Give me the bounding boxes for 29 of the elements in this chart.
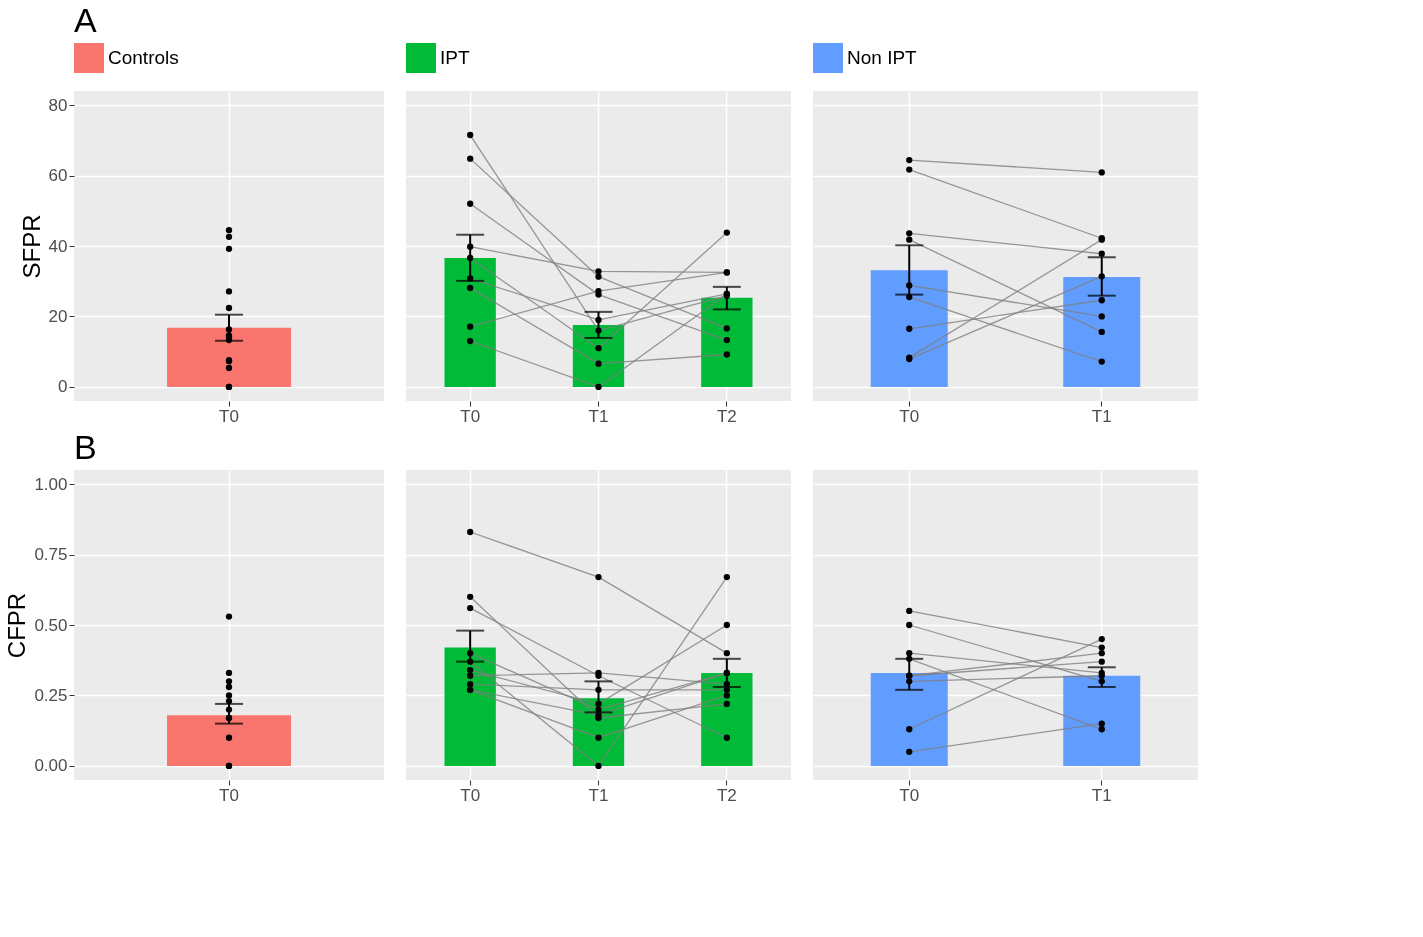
y-tick-label: 0.25 [34,685,68,705]
y-tick-label: 0.75 [34,545,68,565]
x-tick-label: T2 [716,406,737,426]
y-tick-label: 0.00 [34,756,68,776]
x-tick-label: T0 [460,785,481,805]
x-tick-label: T2 [716,785,737,805]
x-tick-label: T1 [588,406,609,426]
x-tick-label: T1 [588,785,609,805]
y-axis-title: SFPR [17,214,45,279]
x-tick-label: T0 [460,406,481,426]
x-tick-label: T0 [219,785,239,805]
y-tick-label: 40 [48,236,68,256]
chart-title: B [74,428,97,466]
y-tick-label: 0 [58,377,68,397]
y-tick-label: 20 [48,306,68,326]
y-tick-label: 1.00 [34,474,68,494]
x-tick-label: T1 [1091,406,1112,426]
y-tick-label: 0.50 [34,615,68,635]
y-axis-title: CFPR [3,592,31,659]
legend-label: Controls [108,47,179,68]
legend-label: Non IPT [847,47,918,68]
x-tick-label: T1 [1091,785,1112,805]
x-tick-label: T0 [219,406,239,426]
legend-label: IPT [440,47,470,68]
x-tick-label: T0 [899,406,920,426]
y-tick-label: 60 [48,166,68,186]
x-tick-label: T0 [899,785,920,805]
chart-title: A [74,1,97,39]
y-tick-label: 80 [48,95,68,115]
